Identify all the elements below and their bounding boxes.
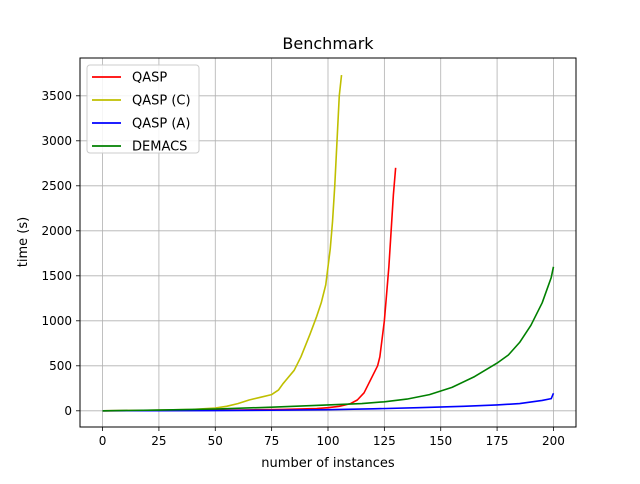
legend-box xyxy=(86,64,200,154)
legend: QASP QASP (C) QASP (A) DEMACS xyxy=(86,64,200,155)
x-axis-label: number of instances xyxy=(261,456,395,471)
y-tick-label: 1500 xyxy=(41,269,72,283)
x-tick-label: 75 xyxy=(264,434,279,448)
y-tick-label: 3000 xyxy=(41,134,72,148)
x-tick-label: 0 xyxy=(99,434,107,448)
y-axis-label: time (s) xyxy=(16,217,31,267)
x-tick-label: 50 xyxy=(208,434,223,448)
series-line-demacs xyxy=(102,266,555,412)
series-layer xyxy=(102,75,555,412)
legend-label: QASP xyxy=(132,71,167,86)
series-line-qasp-c xyxy=(102,75,343,412)
legend-label: QASP (A) xyxy=(132,117,190,132)
x-tick-label: 25 xyxy=(151,434,166,448)
x-tick-label: 175 xyxy=(486,434,509,448)
series-line-qasp-a xyxy=(102,392,555,412)
y-tick-label: 2500 xyxy=(41,179,72,193)
legend-entries: QASP QASP (C) QASP (A) DEMACS xyxy=(92,71,191,155)
y-tick-label: 0 xyxy=(64,404,72,418)
chart-title: Benchmark xyxy=(282,34,374,53)
x-tick-label: 125 xyxy=(373,434,396,448)
y-tick-label: 500 xyxy=(49,359,72,373)
x-tick-label: 150 xyxy=(429,434,452,448)
y-tick-label: 2000 xyxy=(41,224,72,238)
series-line-qasp xyxy=(102,167,397,412)
legend-label: QASP (C) xyxy=(132,94,191,109)
x-tick-label: 100 xyxy=(317,434,340,448)
tick-layer: 0 25 50 75 100 125 150 175 200050010001500200025… xyxy=(41,89,564,448)
y-tick-label: 1000 xyxy=(41,314,72,328)
y-tick-label: 3500 xyxy=(41,89,72,103)
grid-layer xyxy=(80,58,576,427)
legend-label: DEMACS xyxy=(132,140,187,155)
x-tick-label: 200 xyxy=(542,434,565,448)
